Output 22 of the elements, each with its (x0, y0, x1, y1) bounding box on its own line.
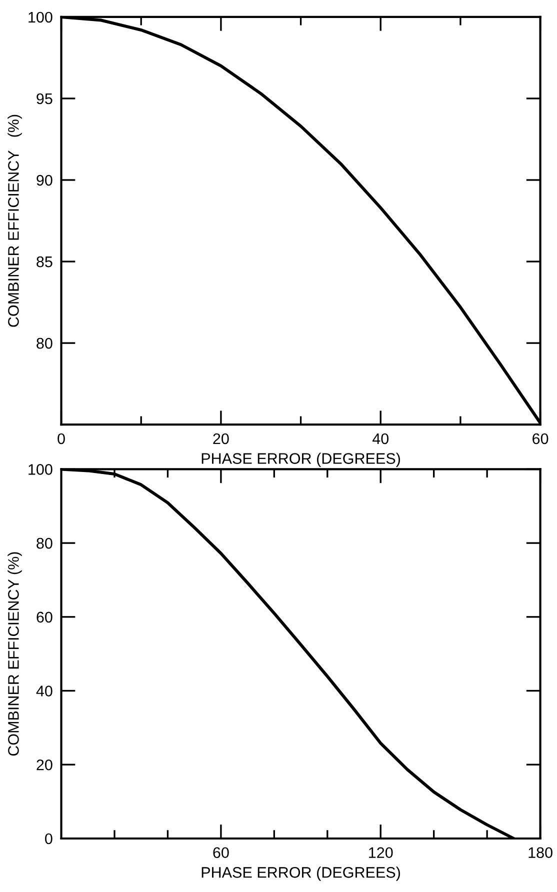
x-axis-title: PHASE ERROR (DEGREES) (202, 866, 400, 881)
y-tick-label: 95 (36, 93, 52, 104)
y-tick-label: 85 (36, 256, 52, 268)
y-tick-label: 100 (28, 12, 52, 23)
x-axis-title: PHASE ERROR (DEGREES) (202, 452, 400, 467)
x-tick-label: 60 (532, 433, 548, 444)
x-tick-label: 0 (58, 433, 65, 444)
x-tick-label: 120 (369, 847, 393, 858)
y-tick-label: 100 (28, 464, 52, 475)
y-tick-label: 90 (36, 174, 52, 186)
y-tick-label: 80 (36, 338, 52, 349)
y-axis-title: COMBINER EFFICIENCY (%) (8, 552, 22, 756)
x-tick-label: 20 (213, 433, 229, 444)
x-tick-label: 60 (213, 847, 229, 858)
y-tick-label: 20 (36, 759, 52, 770)
y-tick-label: 0 (45, 833, 52, 844)
y-axis-title: COMBINER EFFICIENCY (%) (8, 114, 22, 327)
y-tick-label: 80 (36, 538, 52, 549)
x-tick-label: 40 (372, 433, 389, 444)
y-tick-label: 40 (36, 686, 52, 696)
x-tick-label: 180 (528, 847, 552, 858)
y-tick-label: 60 (36, 612, 52, 623)
